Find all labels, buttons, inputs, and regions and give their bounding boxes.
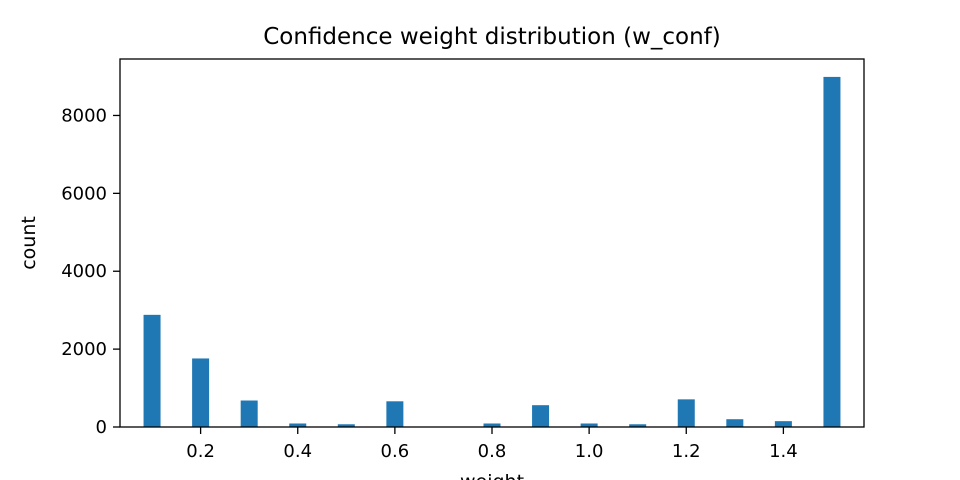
- bar-4: [337, 424, 355, 427]
- y-tick-label-1: 2000: [61, 339, 107, 360]
- y-tick-label-0: 0: [96, 417, 107, 438]
- bar-13: [823, 76, 841, 427]
- y-tick-label-3: 6000: [61, 183, 107, 204]
- y-axis-label: count: [18, 216, 40, 270]
- y-tick-label-2: 4000: [61, 261, 107, 282]
- bar-0: [143, 314, 161, 427]
- x-tick-label-5: 1.2: [672, 441, 701, 462]
- bar-12: [774, 421, 792, 427]
- chart-title: Confidence weight distribution (w_conf): [263, 24, 721, 50]
- bar-7: [532, 405, 550, 427]
- bar-8: [580, 423, 598, 427]
- y-tick-label-4: 8000: [61, 105, 107, 126]
- bar-10: [677, 399, 695, 427]
- x-axis: 0.2 0.4 0.6 0.8 1.0 1.2 1.4: [186, 427, 798, 462]
- bar-2: [240, 400, 258, 427]
- x-tick-label-0: 0.2: [186, 441, 215, 462]
- bar-6: [483, 423, 501, 427]
- x-tick-label-6: 1.4: [769, 441, 798, 462]
- x-tick-label-3: 0.8: [478, 441, 507, 462]
- bar-11: [726, 419, 744, 427]
- bar-9: [629, 424, 647, 427]
- x-tick-label-1: 0.4: [283, 441, 312, 462]
- bar-5: [386, 401, 404, 427]
- bar-1: [192, 358, 210, 427]
- x-axis-label: weight: [460, 471, 524, 480]
- bar-3: [289, 423, 307, 427]
- x-tick-label-2: 0.6: [381, 441, 410, 462]
- y-axis: 0 2000 4000 6000 8000: [61, 105, 120, 438]
- x-tick-label-4: 1.0: [575, 441, 604, 462]
- bar-group: [143, 76, 841, 427]
